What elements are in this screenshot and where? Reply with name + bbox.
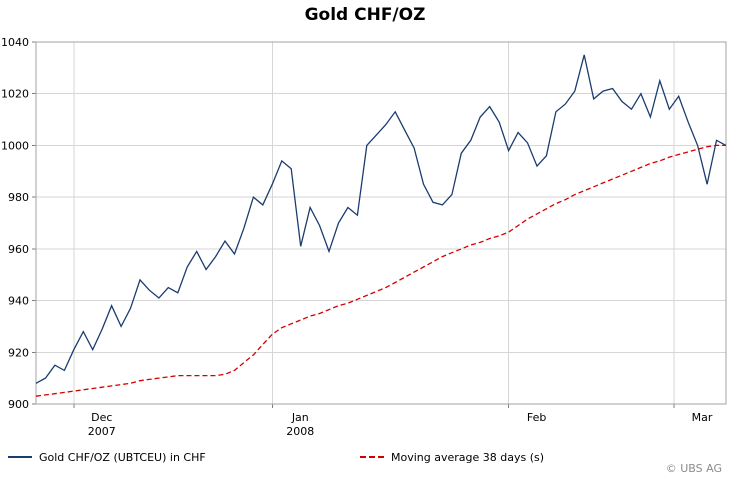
svg-text:1000: 1000 — [1, 139, 29, 152]
svg-text:900: 900 — [8, 398, 29, 411]
svg-text:940: 940 — [8, 295, 29, 308]
legend: Gold CHF/OZ (UBTCEU) in CHF Moving avera… — [0, 449, 730, 467]
svg-text:1040: 1040 — [1, 36, 29, 49]
legend-item-price: Gold CHF/OZ (UBTCEU) in CHF — [8, 449, 206, 465]
svg-text:980: 980 — [8, 191, 29, 204]
svg-text:920: 920 — [8, 346, 29, 359]
moving-average-line-swatch — [360, 456, 384, 458]
svg-text:2008: 2008 — [286, 425, 314, 438]
svg-text:Dec: Dec — [91, 411, 112, 424]
svg-text:2007: 2007 — [88, 425, 116, 438]
svg-text:Mar: Mar — [692, 411, 713, 424]
legend-label-moving-average: Moving average 38 days (s) — [391, 450, 545, 464]
price-line-swatch — [8, 456, 32, 458]
svg-text:Jan: Jan — [291, 411, 309, 424]
chart-title: Gold CHF/OZ — [304, 5, 426, 25]
legend-item-moving-average: Moving average 38 days (s) — [360, 449, 544, 465]
svg-text:1020: 1020 — [1, 88, 29, 101]
legend-label-price: Gold CHF/OZ (UBTCEU) in CHF — [39, 450, 206, 464]
svg-text:Feb: Feb — [527, 411, 546, 424]
svg-text:960: 960 — [8, 243, 29, 256]
copyright-notice: © UBS AG — [665, 462, 722, 475]
